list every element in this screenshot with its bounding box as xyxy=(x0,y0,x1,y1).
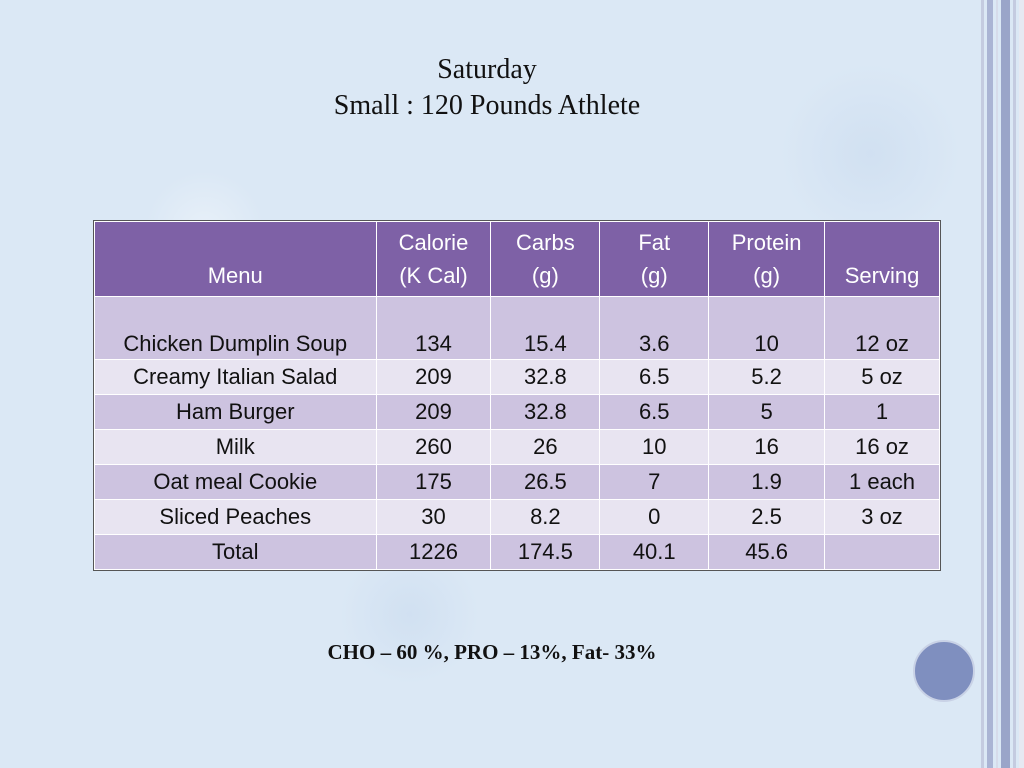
cell-carbs: 26 xyxy=(490,429,601,465)
slide-title: Saturday Small : 120 Pounds Athlete xyxy=(0,52,974,124)
cell-fat: 0 xyxy=(599,499,710,535)
cell-fat: 10 xyxy=(599,429,710,465)
cell-serving: 5 oz xyxy=(824,359,940,395)
cell-carbs: 26.5 xyxy=(490,464,601,500)
cell-carbs: 174.5 xyxy=(490,534,601,570)
cell-fat: 40.1 xyxy=(599,534,710,570)
table-row: Milk 260 26 10 16 16 oz xyxy=(94,429,940,465)
cell-carbs: 8.2 xyxy=(490,499,601,535)
cell-menu: Creamy Italian Salad xyxy=(94,359,377,395)
header-carbs: Carbs (g) xyxy=(490,221,601,297)
cell-menu: Chicken Dumplin Soup xyxy=(94,296,377,360)
cell-calorie: 209 xyxy=(375,359,492,395)
header-fat: Fat (g) xyxy=(599,221,710,297)
cell-fat: 6.5 xyxy=(599,394,710,430)
cell-serving: 16 oz xyxy=(824,429,940,465)
cell-serving xyxy=(824,534,940,570)
cell-calorie: 209 xyxy=(375,394,492,430)
cell-calorie: 260 xyxy=(375,429,492,465)
cell-menu: Total xyxy=(94,534,377,570)
cell-fat: 7 xyxy=(599,464,710,500)
table-row: Chicken Dumplin Soup 134 15.4 3.6 10 12 … xyxy=(94,296,940,360)
cell-serving: 3 oz xyxy=(824,499,940,535)
table-header-row: Menu Calorie (K Cal) Carbs (g) Fat (g) Prot… xyxy=(94,221,940,297)
cell-fat: 3.6 xyxy=(599,296,710,360)
cell-menu: Milk xyxy=(94,429,377,465)
cell-serving: 1 each xyxy=(824,464,940,500)
cell-protein: 45.6 xyxy=(708,534,826,570)
cell-menu: Oat meal Cookie xyxy=(94,464,377,500)
cell-fat: 6.5 xyxy=(599,359,710,395)
cell-serving: 1 xyxy=(824,394,940,430)
nutrition-table: Menu Calorie (K Cal) Carbs (g) Fat (g) Prot… xyxy=(94,221,940,570)
slide-decoration-circle xyxy=(913,640,975,702)
cell-protein: 10 xyxy=(708,296,826,360)
cell-protein: 5 xyxy=(708,394,826,430)
cell-calorie: 134 xyxy=(375,296,492,360)
cell-protein: 1.9 xyxy=(708,464,826,500)
header-protein: Protein (g) xyxy=(708,221,826,297)
cell-calorie: 175 xyxy=(375,464,492,500)
header-menu: Menu xyxy=(94,221,377,297)
cell-protein: 5.2 xyxy=(708,359,826,395)
cell-protein: 16 xyxy=(708,429,826,465)
cell-calorie: 30 xyxy=(375,499,492,535)
cell-menu: Sliced Peaches xyxy=(94,499,377,535)
cell-carbs: 15.4 xyxy=(490,296,601,360)
title-day: Saturday xyxy=(437,54,537,85)
table-row: Oat meal Cookie 175 26.5 7 1.9 1 each xyxy=(94,464,940,500)
cell-menu: Ham Burger xyxy=(94,394,377,430)
header-serving: Serving xyxy=(824,221,940,297)
cell-calorie: 1226 xyxy=(375,534,492,570)
cell-protein: 2.5 xyxy=(708,499,826,535)
table-row: Creamy Italian Salad 209 32.8 6.5 5.2 5 … xyxy=(94,359,940,395)
cell-carbs: 32.8 xyxy=(490,359,601,395)
macro-ratio-note: CHO – 60 %, PRO – 13%, Fat- 33% xyxy=(327,640,657,664)
title-subtitle: Small : 120 Pounds Athlete xyxy=(333,90,641,121)
cell-serving: 12 oz xyxy=(824,296,940,360)
header-calorie: Calorie (K Cal) xyxy=(375,221,492,297)
table-total-row: Total 1226 174.5 40.1 45.6 xyxy=(94,534,940,570)
cell-carbs: 32.8 xyxy=(490,394,601,430)
slide-right-border xyxy=(978,0,1024,768)
table-row: Ham Burger 209 32.8 6.5 5 1 xyxy=(94,394,940,430)
table-row: Sliced Peaches 30 8.2 0 2.5 3 oz xyxy=(94,499,940,535)
